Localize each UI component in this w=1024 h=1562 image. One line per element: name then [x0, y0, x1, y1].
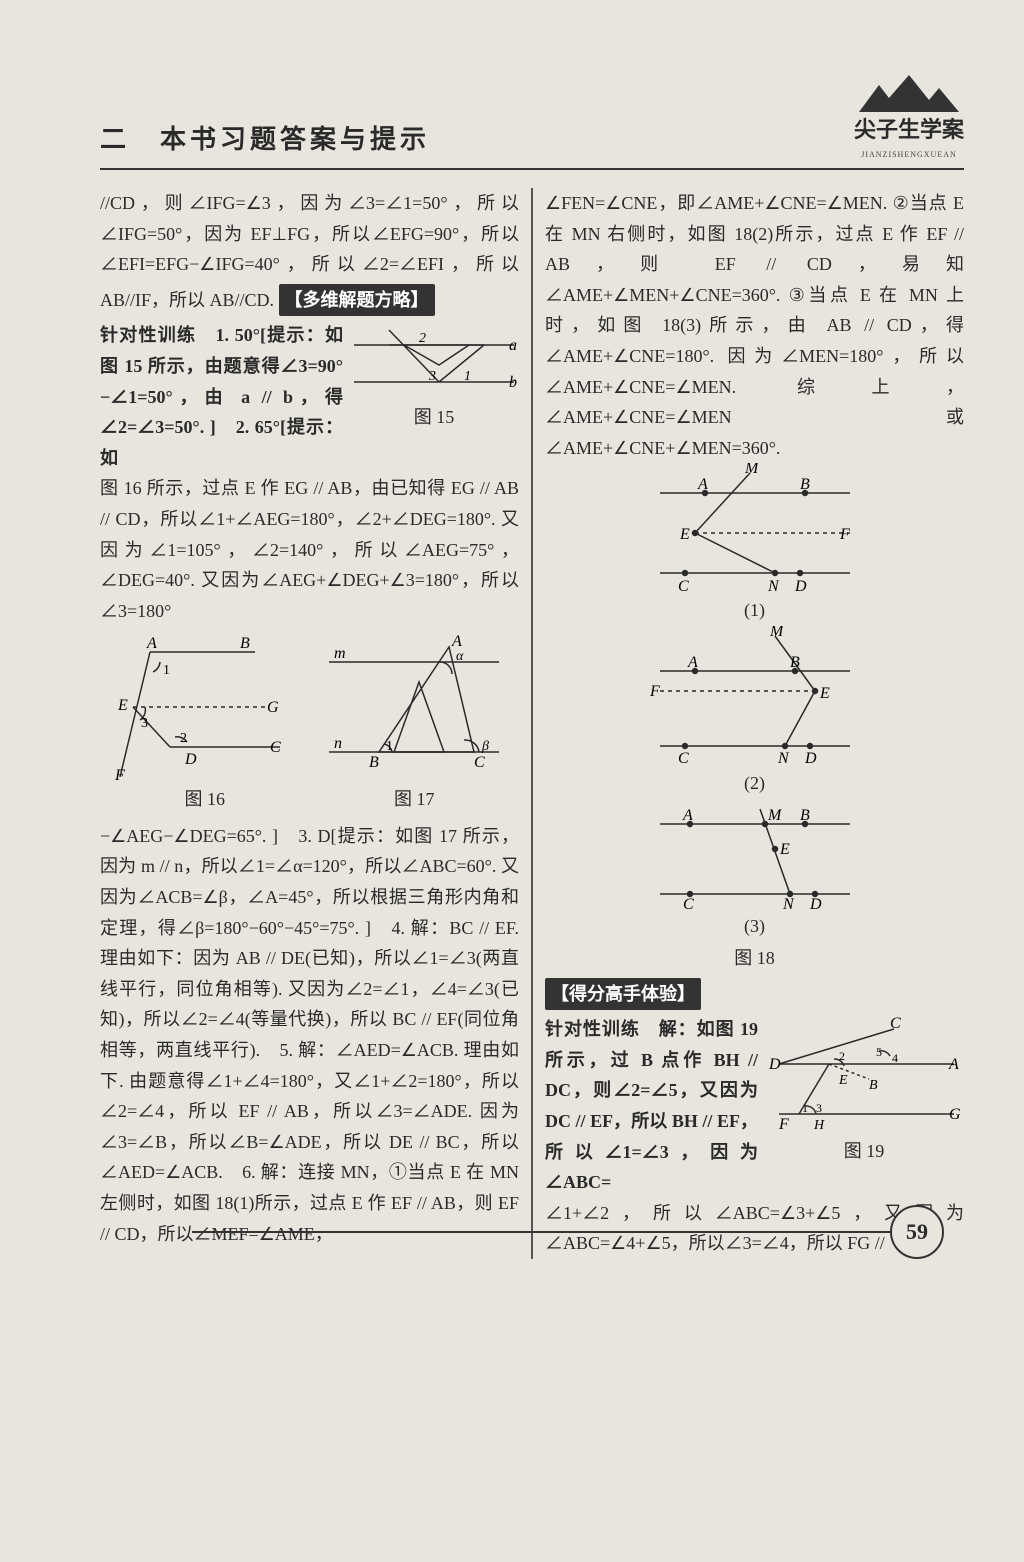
svg-text:D: D [804, 750, 817, 766]
svg-text:2: 2 [839, 1049, 845, 1063]
svg-text:B: B [240, 635, 250, 652]
fig16-caption: 图 16 [115, 784, 295, 815]
figure-18-2: M A B F E C N D [640, 626, 870, 766]
header-title: 二 本书习题答案与提示 [100, 118, 430, 162]
svg-text:B: B [790, 654, 800, 671]
content-columns: //CD，则∠IFG=∠3，因为∠3=∠1=50°，所以∠IFG=50°，因为 … [100, 188, 964, 1259]
svg-text:C: C [474, 754, 485, 771]
svg-text:α: α [456, 649, 464, 664]
fig18-caption: 图 18 [545, 943, 964, 974]
mountain-icon [854, 70, 964, 115]
svg-text:N: N [777, 750, 790, 766]
svg-text:C: C [890, 1015, 901, 1032]
fig17-caption: 图 17 [324, 784, 504, 815]
svg-text:3: 3 [816, 1101, 822, 1115]
figure-18-group: M A B E F C N D (1) [545, 463, 964, 973]
section-tag-experience: 【得分高手体验】 [545, 978, 701, 1011]
svg-text:D: D [809, 896, 822, 909]
left-column: //CD，则∠IFG=∠3，因为∠3=∠1=50°，所以∠IFG=50°，因为 … [100, 188, 519, 1259]
svg-text:E: E [779, 841, 790, 858]
svg-text:1: 1 [163, 663, 170, 678]
left-p2b: 图 16 所示，过点 E 作 EG // AB，由已知得 EG // AB //… [100, 478, 519, 620]
right-p2: 针对性训练 解：如图 19 所示，过 B 点作 BH // DC，则∠2=∠5，… [545, 1019, 758, 1192]
page: 二 本书习题答案与提示 尖子生学案 JIANZISHENGXUEAN //CD，… [0, 0, 1024, 1299]
svg-text:4: 4 [892, 1051, 898, 1065]
logo-text: 尖子生学案 [854, 111, 964, 148]
svg-text:B: B [800, 476, 810, 493]
svg-text:E: E [819, 685, 830, 702]
svg-text:C: C [270, 739, 281, 756]
svg-text:a: a [509, 337, 517, 354]
svg-text:A: A [451, 633, 462, 650]
svg-text:D: D [768, 1056, 781, 1073]
brand-logo: 尖子生学案 JIANZISHENGXUEAN [854, 70, 964, 162]
svg-text:b: b [509, 374, 517, 391]
svg-text:F: F [839, 526, 850, 543]
svg-text:H: H [813, 1118, 825, 1133]
fig18-2-label: (2) [545, 768, 964, 799]
svg-text:5: 5 [876, 1045, 882, 1059]
svg-text:M: M [769, 626, 785, 640]
svg-text:m: m [334, 645, 346, 662]
svg-text:C: C [683, 896, 694, 909]
right-p1: ∠FEN=∠CNE，即∠AME+∠CNE=∠MEN. ②当点 E 在 MN 右侧… [545, 193, 964, 458]
svg-text:A: A [687, 654, 698, 671]
svg-text:A: A [146, 635, 157, 652]
figures-16-17: A B E G D C F 1 3 2 图 16 [100, 632, 519, 815]
svg-text:C: C [678, 578, 689, 593]
page-header: 二 本书习题答案与提示 尖子生学案 JIANZISHENGXUEAN [100, 70, 964, 170]
logo-subtext: JIANZISHENGXUEAN [861, 148, 957, 162]
right-column: ∠FEN=∠CNE，即∠AME+∠CNE=∠MEN. ②当点 E 在 MN 右侧… [545, 188, 964, 1259]
svg-text:A: A [697, 476, 708, 493]
figure-16: A B E G D C F 1 3 2 图 16 [115, 632, 295, 815]
svg-text:G: G [949, 1106, 961, 1123]
svg-text:2: 2 [180, 731, 187, 746]
svg-text:M: M [744, 463, 760, 477]
svg-text:n: n [334, 735, 342, 752]
svg-text:A: A [948, 1056, 959, 1073]
section-tag-strategies: 【多维解题方略】 [279, 284, 435, 317]
svg-text:E: E [679, 526, 690, 543]
svg-text:F: F [115, 767, 125, 782]
page-number: 59 [890, 1205, 944, 1259]
svg-text:B: B [800, 807, 810, 824]
figure-18-1: M A B E F C N D [640, 463, 870, 593]
svg-text:D: D [184, 751, 197, 768]
svg-text:B: B [869, 1078, 878, 1093]
left-p2a: 针对性训练 1. 50°[提示：如图 15 所示，由题意得∠3=90°−∠1=5… [100, 325, 343, 467]
svg-text:A: A [682, 807, 693, 824]
svg-text:3: 3 [428, 369, 436, 384]
svg-text:C: C [678, 750, 689, 766]
svg-text:1: 1 [386, 739, 393, 754]
svg-text:N: N [767, 578, 780, 593]
svg-text:1: 1 [802, 1101, 808, 1115]
figure-18-3: A M B E C N D [640, 799, 870, 909]
svg-text:G: G [267, 699, 279, 716]
svg-text:3: 3 [141, 716, 148, 731]
svg-text:1: 1 [464, 369, 471, 384]
fig15-caption: 图 15 [349, 402, 519, 433]
figure-15: 2 a 3 1 b 图 15 [349, 320, 519, 433]
svg-text:M: M [767, 807, 783, 824]
fig19-caption: 图 19 [764, 1136, 964, 1167]
svg-text:2: 2 [419, 331, 426, 346]
svg-text:F: F [649, 683, 660, 700]
svg-text:F: F [778, 1116, 789, 1133]
svg-text:D: D [794, 578, 807, 593]
fig18-1-label: (1) [545, 595, 964, 626]
svg-text:B: B [369, 754, 379, 771]
figure-17: m n A B C α β 1 图 17 [324, 632, 504, 815]
figure-19: C D A E B F H G 2 5 4 1 3 图 19 [764, 1014, 964, 1167]
svg-text:E: E [117, 697, 128, 714]
svg-text:E: E [838, 1073, 848, 1088]
svg-text:β: β [481, 739, 489, 754]
left-p3: −∠AEG−∠DEG=65°. ] 3. D[提示：如图 17 所示，因为 m … [100, 826, 519, 1244]
column-divider [531, 188, 533, 1259]
fig18-3-label: (3) [545, 911, 964, 942]
svg-text:N: N [782, 896, 795, 909]
